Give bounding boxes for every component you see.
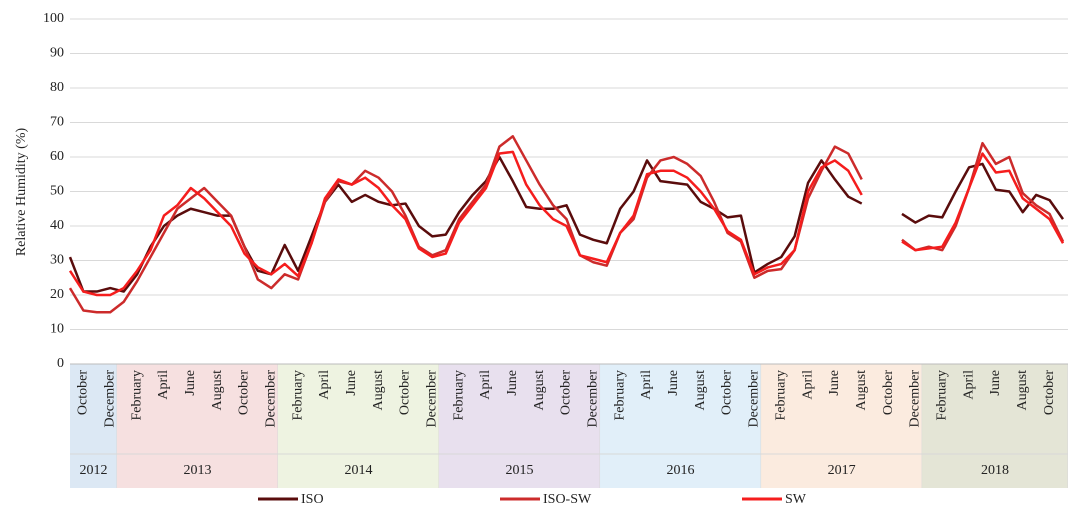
year-band [761, 364, 923, 488]
series-line [68, 155, 1065, 293]
y-tick-label: 70 [50, 115, 64, 130]
y-tick-label: 100 [43, 11, 64, 26]
x-tick-label: October [76, 370, 91, 415]
x-tick-label: April [800, 370, 815, 400]
year-band [922, 364, 1068, 488]
x-tick-label: August [693, 370, 708, 411]
series-line [68, 150, 1065, 297]
year-label: 2017 [828, 463, 856, 478]
year-band [70, 364, 117, 488]
x-tick-label: February [934, 370, 949, 421]
year-label: 2012 [79, 463, 107, 478]
x-tick-label: June [183, 370, 198, 396]
x-tick-label: April [961, 370, 976, 400]
y-tick-label: 20 [50, 287, 64, 302]
series-line [68, 135, 1065, 314]
year-band [277, 364, 440, 488]
y-tick-label: 40 [50, 218, 64, 233]
x-tick-label: February [612, 370, 627, 421]
x-tick-label: April [478, 370, 493, 400]
year-label: 2014 [345, 463, 373, 478]
x-tick-label: October [881, 370, 896, 415]
year-label: 2016 [667, 463, 695, 478]
y-tick-label: 60 [50, 149, 64, 164]
x-tick-label: February [129, 370, 144, 421]
x-tick-label: April [317, 370, 332, 400]
year-label: 2015 [506, 463, 534, 478]
x-tick-label: December [264, 370, 279, 428]
x-tick-label: August [210, 370, 225, 411]
x-tick-label: December [908, 370, 923, 428]
x-tick-label: December [586, 370, 601, 428]
x-tick-label: August [371, 370, 386, 411]
x-tick-label: June [988, 370, 1003, 396]
x-tick-label: April [156, 370, 171, 400]
y-tick-label: 30 [50, 253, 64, 268]
x-tick-label: October [1042, 370, 1057, 415]
x-tick-label: February [290, 370, 305, 421]
x-tick-label: June [505, 370, 520, 396]
x-tick-label: October [237, 370, 252, 415]
y-tick-label: 0 [57, 356, 64, 371]
y-tick-label: 50 [50, 184, 64, 199]
x-tick-label: December [425, 370, 440, 428]
legend-label: SW [785, 492, 807, 507]
year-band [116, 364, 278, 488]
year-label: 2013 [183, 463, 211, 478]
y-tick-label: 90 [50, 46, 64, 61]
y-tick-label: 80 [50, 80, 64, 95]
x-tick-label: February [773, 370, 788, 421]
legend-label: ISO-SW [543, 492, 592, 507]
x-tick-label: October [720, 370, 735, 415]
x-tick-label: June [827, 370, 842, 396]
x-tick-label: October [559, 370, 574, 415]
y-axis-label: Relative Humidity (%) [14, 128, 29, 257]
x-tick-label: April [639, 370, 654, 400]
year-band [600, 364, 762, 488]
y-tick-label: 10 [50, 322, 64, 337]
x-tick-label: August [532, 370, 547, 411]
x-tick-label: August [1015, 370, 1030, 411]
year-band [439, 364, 601, 488]
x-tick-label: August [854, 370, 869, 411]
x-tick-label: February [451, 370, 466, 421]
x-tick-label: December [747, 370, 762, 428]
legend-label: ISO [301, 492, 324, 507]
year-label: 2018 [981, 463, 1009, 478]
x-tick-label: June [666, 370, 681, 396]
x-tick-label: October [398, 370, 413, 415]
x-tick-label: December [102, 370, 117, 428]
x-tick-label: June [344, 370, 359, 396]
